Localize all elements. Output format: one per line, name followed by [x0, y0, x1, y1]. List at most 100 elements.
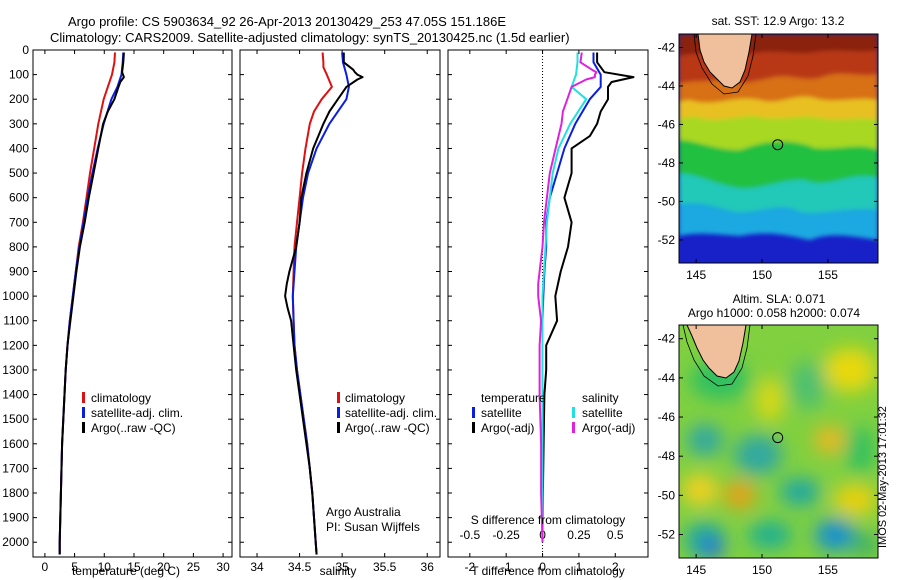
salinity-depth-ticks	[240, 49, 440, 543]
temperature-panel-frame	[32, 49, 233, 558]
sst-shelf-contour	[693, 34, 757, 95]
x-tick-label: 25	[187, 560, 201, 574]
sst-longitude-axis: 145 150 155	[686, 34, 838, 282]
sst-map-title: sat. SST: 12.9 Argo: 13.2	[712, 14, 845, 28]
lat-tick-label: -42	[658, 332, 676, 346]
depth-tick-label: 1100	[3, 314, 29, 328]
salinity-axis: 34 34.5 35 35.5 36	[250, 50, 434, 574]
depth-tick-label: 200	[9, 92, 29, 106]
s-difference-xlabel: S difference from climatology	[471, 513, 626, 527]
profile-line-satellite-adj-clim	[58, 52, 125, 555]
s-tick-label: 0.25	[567, 528, 591, 542]
salinity-panel-frame	[239, 49, 441, 558]
salinity-xlabel: salinity	[320, 564, 357, 578]
lat-tick-label: -48	[658, 449, 676, 463]
depth-tick-label: 600	[9, 191, 29, 205]
x-tick-label: 34.5	[288, 560, 312, 574]
sla-latitude-axis: -42 -44 -46 -48 -50 -52	[658, 332, 878, 542]
depth-tick-label: 1500	[2, 412, 29, 426]
profile-line-argo-raw-qc	[284, 52, 364, 555]
depth-tick-label: 1800	[2, 486, 29, 500]
depth-tick-label: 1200	[2, 338, 29, 352]
x-tick-label: 30	[216, 560, 230, 574]
legend-label-satellite: satellite-adj. clim.	[91, 406, 183, 420]
depth-tick-label: 0	[22, 43, 29, 57]
sla-heatmap	[679, 325, 878, 558]
difference-depth-ticks	[448, 49, 648, 543]
annotation-pi: PI: Susan Wijffels	[326, 520, 420, 534]
lon-tick-label: 145	[686, 268, 706, 282]
temperature-profiles	[58, 52, 125, 555]
legend-label-satellite: satellite-adj. clim.	[345, 406, 437, 420]
imos-timestamp-text: IMOS 02-May-2013 17:01:32	[877, 406, 889, 548]
depth-tick-label: 1300	[2, 363, 29, 377]
sst-map-frame	[678, 33, 879, 264]
difference-line-salinity-argo-adj	[537, 52, 598, 543]
sla-shelf-contour	[682, 325, 751, 387]
sla-longitude-axis: 145 150 155	[686, 325, 838, 577]
s-tick-label: 0.5	[607, 528, 624, 542]
x-tick-label: 36	[421, 560, 435, 574]
t-tick-label: -2	[464, 560, 475, 574]
lon-tick-label: 145	[686, 563, 706, 577]
legend-label-t-argo: Argo(-adj)	[481, 421, 534, 435]
depth-tick-label: 700	[9, 215, 29, 229]
depth-tick-label: 500	[9, 166, 29, 180]
depth-tick-label: 300	[9, 117, 29, 131]
figure-title-line-2: Climatology: CARS2009. Satellite-adjuste…	[50, 30, 570, 45]
legend-label-argo: Argo(..raw -QC)	[345, 421, 430, 435]
tasmania-landmass-sst	[697, 34, 753, 89]
temperature-axis: 0 5 10 15 20 25 30	[42, 50, 230, 574]
depth-tick-label: 1400	[2, 388, 29, 402]
tasmania-landmass-sla	[686, 325, 747, 379]
legend-label-climatology: climatology	[345, 391, 405, 405]
sst-argo-position-marker	[772, 139, 784, 151]
difference-line-temperature-satellite	[541, 52, 602, 543]
depth-tick-label: 1600	[2, 437, 29, 451]
depth-tick-label: 1900	[2, 511, 29, 525]
legend-label-s-satellite: satellite	[582, 406, 623, 420]
t-difference-xlabel: T difference from climatology	[471, 564, 625, 578]
sla-argo-position-marker	[772, 432, 784, 444]
profile-line-climatology	[58, 52, 116, 555]
legend-swatch-t-satellite	[472, 407, 475, 418]
depth-tick-label: 900	[9, 265, 29, 279]
s-tick-label: -0.5	[459, 528, 480, 542]
sla-map-title: Altim. SLA: 0.071	[733, 292, 826, 306]
difference-line-salinity-satellite	[541, 52, 588, 543]
legend-swatch-t-argo	[472, 422, 475, 433]
x-tick-label: 0	[42, 560, 49, 574]
legend-label-argo: Argo(..raw -QC)	[91, 421, 176, 435]
legend-heading-salinity: salinity	[582, 391, 619, 405]
lat-tick-label: -52	[658, 528, 676, 542]
difference-legend: temperature satellite Argo(-adj) salinit…	[472, 391, 635, 435]
depth-tick-label: 100	[9, 68, 29, 82]
legend-swatch-s-argo	[572, 422, 575, 433]
lat-tick-label: -52	[658, 233, 676, 247]
x-tick-label: 20	[157, 560, 171, 574]
legend-swatch-satellite	[82, 407, 85, 418]
lon-tick-label: 155	[818, 563, 838, 577]
x-tick-label: 15	[127, 560, 141, 574]
difference-line-temperature-argo-adj	[541, 52, 635, 543]
lat-tick-label: -46	[658, 410, 676, 424]
depth-axis: 0 100 200 300 400 500 600 700 800 900 1000 1100 1200…	[2, 43, 232, 549]
lat-tick-label: -44	[658, 371, 676, 385]
sst-latitude-axis: -42 -44 -46 -48 -50 -52	[658, 40, 878, 247]
lat-tick-label: -50	[658, 194, 676, 208]
profile-line-argo-raw-qc	[58, 52, 125, 555]
t-tick-label: 0	[539, 560, 546, 574]
legend-swatch-s-satellite	[572, 407, 575, 418]
temperature-legend: climatology satellite-adj. clim. Argo(..…	[82, 391, 183, 435]
temperature-xlabel: temperature (deg C)	[72, 564, 180, 578]
difference-profiles	[537, 52, 635, 543]
lon-tick-label: 150	[752, 563, 772, 577]
legend-swatch-satellite	[337, 407, 340, 418]
lat-tick-label: -42	[658, 40, 676, 54]
t-tick-label: -1	[501, 560, 512, 574]
s-difference-axis: -0.5 -0.25 0 0.25 0.5	[459, 528, 623, 542]
figure-title-line-1: Argo profile: CS 5903634_92 26-Apr-2013 …	[68, 14, 507, 29]
legend-swatch-climatology	[82, 392, 85, 403]
legend-heading-temperature: temperature	[481, 391, 546, 405]
